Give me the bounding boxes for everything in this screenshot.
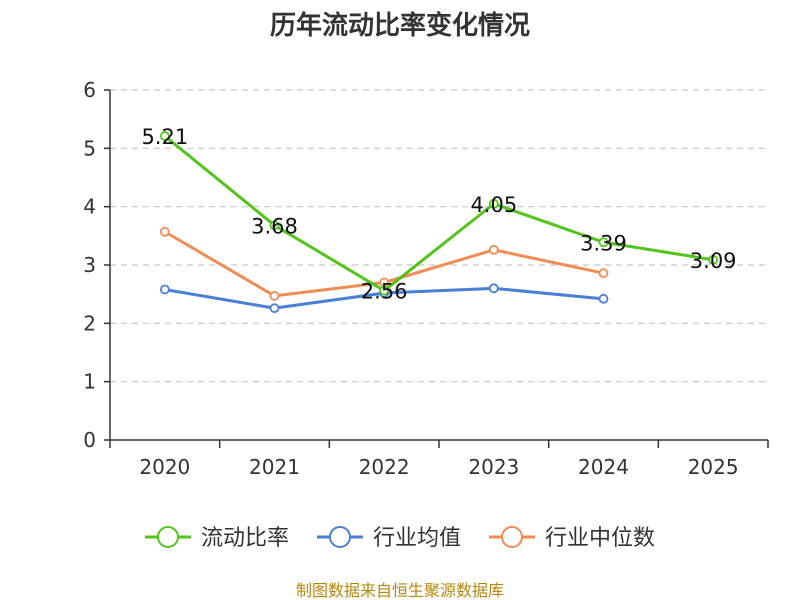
legend-item-行业中位数: 行业中位数 <box>489 526 655 551</box>
legend: 流动比率 行业均值 行业中位数 <box>144 526 655 551</box>
x-tick-label-2025: 2025 <box>688 455 739 479</box>
point-行业中位数-2020 <box>159 226 170 237</box>
data-label-2023: 4.05 <box>470 193 517 217</box>
data-label-2021: 3.68 <box>251 214 298 238</box>
point-行业中位数-2024 <box>598 268 609 279</box>
point-流动比率-2025 <box>708 254 719 265</box>
chart-title: 历年流动比率变化情况 <box>270 10 530 41</box>
data-labels: 5.21 3.68 2.56 4.05 3.39 3.09 <box>141 125 736 304</box>
grid-lines <box>110 89 768 383</box>
point-流动比率-2020 <box>159 131 170 141</box>
y-tick-label-6: 6 <box>83 78 96 102</box>
series-layer <box>159 131 719 314</box>
y-tick-label-4: 4 <box>83 195 96 219</box>
point-行业均值-2023 <box>488 283 499 294</box>
x-tick-label-2020: 2020 <box>139 455 190 479</box>
legend-item-流动比率: 流动比率 <box>144 526 289 551</box>
point-流动比率-2024 <box>598 237 609 248</box>
axes: 0 1 2 3 4 5 6 2020 2021 2022 2023 2024 2025 <box>83 78 769 479</box>
x-tick-label-2023: 2023 <box>468 455 519 479</box>
y-tick-label-5: 5 <box>83 136 96 160</box>
y-tick-label-3: 3 <box>83 253 96 277</box>
data-label-2025: 3.09 <box>690 249 737 273</box>
point-行业中位数-2021 <box>269 291 280 301</box>
data-label-2022: 2.56 <box>361 280 408 304</box>
point-行业均值-2020 <box>159 284 170 295</box>
point-流动比率-2022 <box>379 285 390 296</box>
point-行业均值-2024 <box>598 293 609 304</box>
legend-label: 流动比率 <box>201 526 289 551</box>
series-line-流动比率 <box>163 134 714 293</box>
legend-label: 行业均值 <box>373 526 461 551</box>
legend-swatch-marker <box>328 526 351 548</box>
point-行业均值-2021 <box>269 303 280 314</box>
x-tick-label-2021: 2021 <box>249 455 300 479</box>
y-tick-label-2: 2 <box>83 311 96 335</box>
legend-swatch-marker <box>156 526 179 548</box>
source-note: 制图数据来自恒生聚源数据库 <box>296 581 504 600</box>
legend-swatch-marker <box>501 526 524 548</box>
point-行业中位数-2023 <box>488 244 499 255</box>
y-tick-label-1: 1 <box>83 370 96 394</box>
x-tick-label-2022: 2022 <box>359 455 410 479</box>
data-label-2024: 3.39 <box>580 231 627 255</box>
x-tick-label-2024: 2024 <box>578 455 629 479</box>
data-label-2020: 5.21 <box>141 125 188 149</box>
y-tick-label-0: 0 <box>83 428 96 452</box>
legend-label: 行业中位数 <box>545 526 655 551</box>
point-流动比率-2023 <box>488 198 499 209</box>
point-流动比率-2021 <box>269 220 280 231</box>
legend-item-行业均值: 行业均值 <box>316 526 461 551</box>
